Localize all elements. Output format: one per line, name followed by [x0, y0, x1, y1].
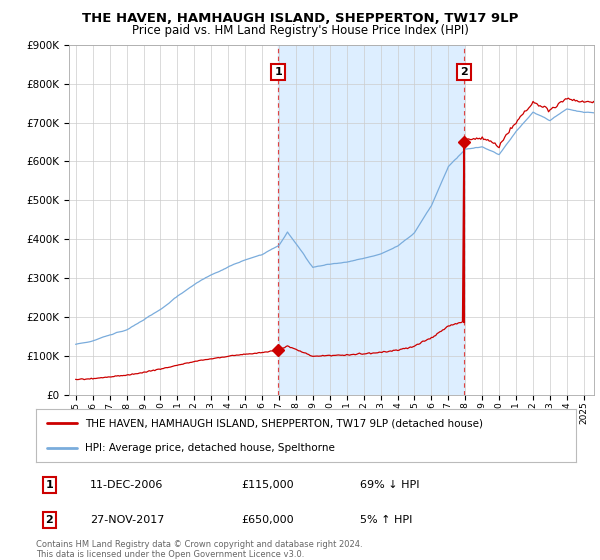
Text: 2: 2 [460, 67, 468, 77]
Text: £650,000: £650,000 [241, 515, 294, 525]
Text: 1: 1 [46, 480, 53, 490]
Text: 1: 1 [274, 67, 282, 77]
Text: 2: 2 [46, 515, 53, 525]
Text: THE HAVEN, HAMHAUGH ISLAND, SHEPPERTON, TW17 9LP (detached house): THE HAVEN, HAMHAUGH ISLAND, SHEPPERTON, … [85, 418, 482, 428]
Bar [278, 45, 464, 395]
Text: Price paid vs. HM Land Registry's House Price Index (HPI): Price paid vs. HM Land Registry's House … [131, 24, 469, 36]
Text: 69% ↓ HPI: 69% ↓ HPI [360, 480, 419, 490]
Text: 5% ↑ HPI: 5% ↑ HPI [360, 515, 412, 525]
Text: £115,000: £115,000 [241, 480, 294, 490]
Text: HPI: Average price, detached house, Spelthorne: HPI: Average price, detached house, Spel… [85, 442, 334, 452]
Text: Contains HM Land Registry data © Crown copyright and database right 2024.
This d: Contains HM Land Registry data © Crown c… [36, 540, 362, 559]
Text: THE HAVEN, HAMHAUGH ISLAND, SHEPPERTON, TW17 9LP: THE HAVEN, HAMHAUGH ISLAND, SHEPPERTON, … [82, 12, 518, 25]
Text: 11-DEC-2006: 11-DEC-2006 [90, 480, 163, 490]
Text: 27-NOV-2017: 27-NOV-2017 [90, 515, 164, 525]
